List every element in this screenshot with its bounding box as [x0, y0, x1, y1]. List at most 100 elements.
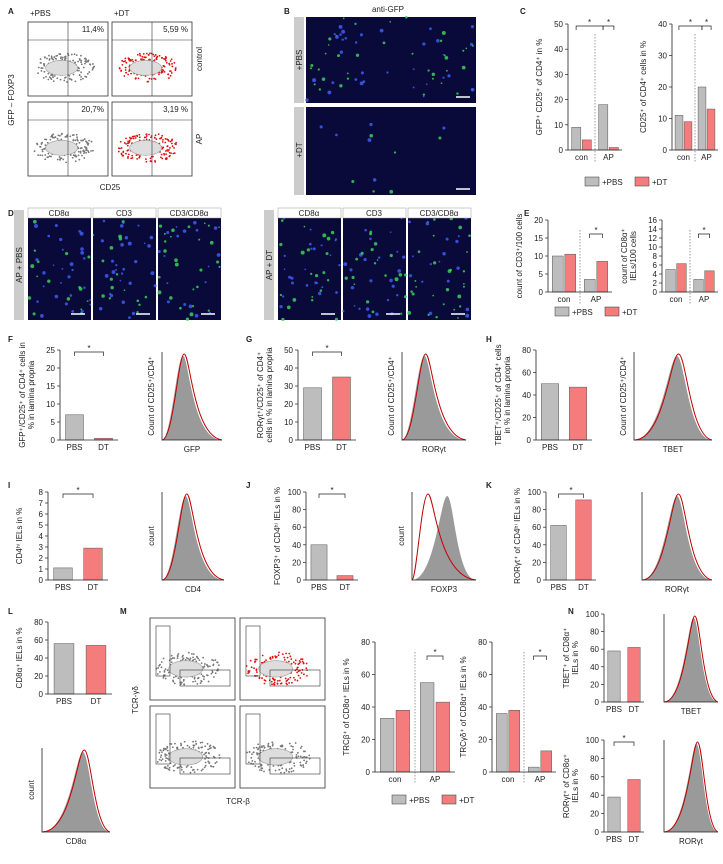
stain	[462, 49, 465, 52]
flow-event	[43, 63, 46, 66]
stain	[327, 44, 330, 46]
y-axis-label: IELs/100 cells	[629, 231, 638, 281]
y-tick-label: 0	[366, 768, 371, 777]
y-tick-label: 8	[39, 488, 44, 497]
flow-event	[63, 76, 66, 79]
flow-event	[250, 756, 253, 759]
flow-event	[294, 662, 297, 665]
flow-event	[299, 661, 302, 664]
stain	[358, 307, 361, 310]
flow-event	[248, 670, 251, 672]
flow-event	[79, 152, 82, 154]
stain	[468, 234, 471, 237]
axis-label: Count of CD25⁺/CD4⁺	[387, 356, 396, 436]
flow-event	[168, 766, 171, 769]
stain	[127, 241, 132, 246]
flow-event	[85, 76, 88, 78]
flow-event	[136, 158, 139, 160]
stain	[344, 36, 348, 40]
stain	[463, 283, 465, 285]
flow-event	[53, 75, 56, 77]
stain	[333, 33, 336, 36]
flow-event	[71, 156, 74, 159]
flow-event	[306, 675, 308, 677]
y-tick-label: 60	[590, 773, 599, 782]
flow-event	[172, 679, 174, 682]
stain	[396, 293, 399, 297]
stain	[320, 244, 323, 247]
panel-letter: G	[246, 335, 252, 344]
axis-label: count	[397, 525, 406, 545]
bar	[395, 710, 410, 773]
flow-event	[80, 54, 82, 57]
flow-event	[158, 54, 161, 57]
stain	[216, 260, 220, 264]
x-tick-label: DT	[336, 443, 347, 452]
flow-event	[63, 58, 66, 60]
stain	[353, 305, 356, 307]
stain	[203, 222, 206, 225]
flow-event	[87, 142, 90, 145]
x-tick-label: PBS	[606, 705, 622, 714]
stain	[194, 313, 199, 318]
x-tick-label: con	[670, 295, 683, 304]
flow-event	[170, 152, 172, 155]
x-tick-label: DT	[91, 697, 102, 706]
stain	[310, 247, 313, 250]
stain	[335, 35, 339, 39]
flow-event	[257, 743, 260, 746]
histogram-line	[41, 749, 111, 833]
stain	[334, 317, 338, 321]
flow-event	[135, 154, 138, 157]
flow-event	[145, 52, 148, 55]
flow-event	[140, 58, 142, 60]
axis	[547, 220, 612, 293]
y-tick-label: 80	[590, 754, 599, 763]
stain	[309, 228, 312, 231]
flow-event	[93, 65, 96, 68]
flow-event	[202, 656, 205, 659]
stain	[115, 273, 119, 276]
stain	[389, 20, 392, 23]
flow-event	[72, 59, 74, 62]
flow-event	[253, 747, 255, 749]
flow-event	[41, 148, 44, 151]
flow-event	[52, 80, 55, 83]
stain	[436, 39, 440, 43]
legend-label: +DT	[622, 308, 637, 317]
flow-event	[161, 157, 164, 160]
stain	[355, 257, 359, 261]
flow-event	[300, 658, 302, 661]
flow-event	[144, 56, 147, 59]
x-tick-label: con	[502, 775, 515, 784]
flow-event	[288, 682, 290, 684]
flow-event	[143, 56, 146, 58]
stain	[174, 258, 178, 263]
stain	[163, 232, 166, 235]
stain	[79, 231, 84, 236]
flow-event	[167, 671, 170, 674]
flow-event	[296, 751, 299, 754]
legend-swatch	[391, 794, 407, 805]
x-tick-label: AP	[603, 153, 614, 162]
stain	[349, 268, 353, 272]
flow-event	[170, 658, 173, 660]
flow-event	[43, 56, 46, 59]
stain	[150, 271, 155, 276]
stain	[32, 312, 36, 316]
stain	[305, 284, 309, 287]
flow-event	[59, 57, 62, 60]
flow-event	[165, 754, 168, 756]
flow-event	[251, 760, 254, 762]
stain	[310, 272, 313, 276]
flow-event	[259, 769, 261, 771]
flow-event	[50, 74, 52, 77]
stain	[469, 42, 474, 46]
flow-event	[48, 54, 50, 57]
flow-event	[290, 770, 293, 773]
flow-event	[197, 747, 200, 750]
flow-event	[274, 655, 277, 658]
flow-event	[210, 747, 212, 749]
flow-event	[303, 759, 306, 762]
flow-event	[195, 660, 198, 663]
